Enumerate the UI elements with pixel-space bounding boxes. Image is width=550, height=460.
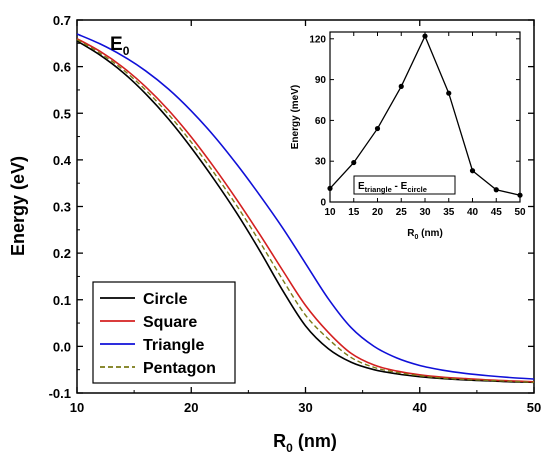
x-tick-label: 40 [413,400,427,415]
legend-label-circle: Circle [143,291,188,308]
y-tick-label: 0.6 [53,60,71,75]
inset-x-axis-label: R0 (nm) [407,228,443,241]
main-x-axis-label: R0 (nm) [273,431,337,455]
inset-chart: 10 15 20 25 30 35 40 45 50 0 30 60 90 120 Energy (meV… [290,31,526,241]
inset-annotation-a: E [358,181,365,192]
legend-label-square: Square [143,314,197,331]
main-y-axis-label: Energy (eV) [8,156,28,256]
inset-x-tick-label: 10 [324,207,336,218]
inset-x-tick-label: 50 [514,207,526,218]
y-tick-label: 0.3 [53,200,71,215]
inset-annotation-box [353,175,456,195]
inset-y-tick-label: 120 [309,34,326,45]
x-tick-label: 20 [184,400,198,415]
main-series-group [76,33,535,384]
inset-axes: 10 15 20 25 30 35 40 45 50 0 30 60 90 120 [309,32,526,218]
inset-annotation: Etriangle - Ecircle [358,181,427,194]
y-tick-label: 0.4 [53,153,72,168]
inset-data-point [374,125,381,132]
inset-x-tick-label: 20 [372,207,384,218]
inset-data-point [517,192,523,198]
y-tick-label: 0.5 [53,106,71,121]
series-line-triangle [76,33,535,380]
series-line-pentagon [76,38,535,383]
y-tick-label: -0.1 [49,386,71,401]
main-annotation: E0 [110,34,130,58]
inset-y-tick-label: 90 [315,75,327,86]
inset-data-point [469,168,476,174]
inset-y-tick-label: 30 [315,157,327,168]
inset-data-point [446,90,452,96]
inset-x-tick-label: 15 [348,207,360,218]
y-tick-label: 0.0 [53,339,71,354]
x-tick-label: 30 [298,400,312,415]
main-x-label-sub: 0 [286,441,293,455]
x-tick-label: 50 [527,400,541,415]
legend-label-pentagon: Pentagon [143,360,216,377]
series-line-circle [76,40,535,384]
inset-plot-area [329,31,521,203]
inset-data-point [493,187,499,193]
inset-annotation-b: E [401,181,408,192]
legend-label-triangle: Triangle [143,337,204,354]
main-x-label-suffix: (nm) [293,431,337,451]
inset-annotation-sep: - [392,181,401,192]
y-tick-label: 0.2 [53,246,71,261]
inset-x-tick-label: 35 [443,207,455,218]
inset-annotation-b-sub: circle [407,185,427,194]
inset-data-point [398,83,404,89]
series-line-square [76,37,535,383]
main-annotation-main: E [110,34,123,55]
inset-y-axis-label: Energy (meV) [290,85,301,149]
inset-x-tick-label: 25 [396,207,408,218]
inset-x-tick-label: 40 [467,207,479,218]
main-annotation-sub: 0 [123,44,130,58]
inset-x-tick-label: 45 [491,207,503,218]
inset-x-label-main: R [407,228,415,239]
legend-items: Circle Square Triangle Pentagon [100,291,216,377]
inset-series-group [327,33,523,198]
x-tick-label: 10 [70,400,84,415]
main-axes: 10 20 30 40 50 -0.1 0.0 0.1 0.2 0.3 0.4 0.5 0.6 0.7 [49,13,542,415]
inset-data-point [327,185,333,191]
y-tick-label: 0.7 [53,13,71,28]
inset-x-label-sub: 0 [414,234,418,241]
inset-x-tick-label: 30 [419,207,431,218]
inset-data-point [422,33,428,39]
legend: Circle Square Triangle Pentagon [92,281,236,384]
main-x-label-main: R [273,431,286,451]
inset-y-tick-label: 60 [315,116,327,127]
inset-data-point [351,159,357,166]
y-tick-label: 0.1 [53,293,71,308]
inset-annotation-a-sub: triangle [365,185,392,194]
inset-x-label-suffix: (nm) [418,228,442,239]
inset-y-tick-label: 0 [320,198,326,209]
